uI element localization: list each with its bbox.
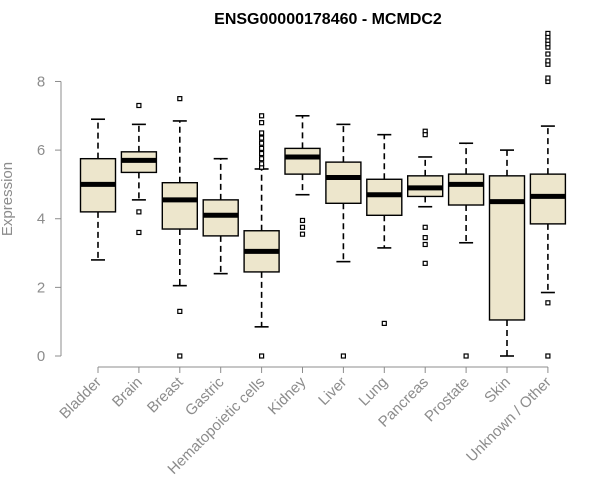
- outlier-point: [259, 145, 265, 151]
- x-tick-label: Bladder: [56, 374, 105, 423]
- outlier-point: [422, 224, 428, 230]
- outlier-point: [259, 140, 265, 146]
- outlier-point: [545, 58, 551, 64]
- outlier-point: [259, 130, 265, 136]
- outlier-point: [136, 229, 142, 236]
- box-breast: [161, 96, 199, 359]
- box-gastric: [202, 157, 239, 275]
- x-tick-label: Prostate: [421, 374, 473, 426]
- outlier-point: [177, 353, 183, 359]
- iqr-box: [488, 175, 526, 321]
- outlier-point: [545, 75, 551, 81]
- outlier-point: [259, 135, 265, 141]
- box-lung: [366, 133, 403, 326]
- x-tick-label: Liver: [315, 374, 350, 409]
- box-pancreas: [407, 128, 444, 266]
- outlier-point: [545, 30, 551, 37]
- x-tick-label: Breast: [144, 373, 187, 416]
- box-unknown-other: [529, 30, 567, 359]
- iqr-box: [325, 161, 362, 204]
- outlier-point: [422, 260, 428, 266]
- y-tick-label: 2: [37, 279, 45, 296]
- x-tick-label: Kidney: [265, 373, 310, 418]
- outlier-point: [381, 320, 387, 326]
- box-skin: [488, 149, 526, 357]
- outlier-point: [463, 353, 469, 359]
- box-bladder: [79, 118, 117, 261]
- outlier-point: [136, 102, 142, 109]
- outlier-point: [299, 231, 306, 237]
- iqr-box: [284, 147, 321, 175]
- outlier-point: [259, 120, 265, 126]
- iqr-box: [161, 182, 199, 230]
- x-tick-label: Skin: [481, 374, 514, 407]
- box-series: [79, 30, 567, 359]
- outlier-point: [299, 217, 306, 224]
- y-axis: 0 2 4 6 8: [37, 73, 62, 365]
- outlier-point: [545, 51, 551, 57]
- iqr-box: [202, 199, 239, 237]
- box-hematopoietic-cells: [243, 113, 280, 359]
- chart-title: ENSG00000178460 - MCMDC2: [214, 11, 442, 28]
- outlier-point: [177, 308, 183, 314]
- outlier-point: [177, 96, 183, 102]
- y-axis-label: Expression: [0, 162, 16, 236]
- outlier-point: [259, 156, 265, 162]
- x-tick-label: Lung: [356, 374, 392, 410]
- outlier-point: [136, 209, 142, 215]
- outlier-point: [299, 224, 306, 230]
- y-tick-label: 4: [37, 211, 45, 228]
- y-tick-label: 6: [37, 142, 45, 159]
- outlier-point: [259, 150, 265, 157]
- box-prostate: [447, 142, 485, 359]
- y-tick-label: 0: [37, 348, 45, 365]
- box-kidney: [284, 114, 321, 237]
- outlier-point: [340, 353, 346, 359]
- outlier-point: [422, 132, 428, 138]
- x-tick-label: Brain: [109, 374, 146, 411]
- outlier-point: [545, 300, 551, 306]
- outlier-point: [545, 353, 551, 359]
- box-liver: [325, 123, 362, 359]
- iqr-box: [447, 173, 485, 206]
- outlier-point: [422, 235, 428, 241]
- outlier-point: [259, 113, 265, 119]
- iqr-box: [529, 173, 567, 225]
- box-brain: [120, 102, 158, 236]
- outlier-point: [422, 241, 428, 248]
- y-tick-label: 8: [37, 73, 45, 90]
- iqr-box: [366, 178, 403, 217]
- outlier-point: [259, 353, 265, 359]
- outlier-point: [259, 161, 265, 167]
